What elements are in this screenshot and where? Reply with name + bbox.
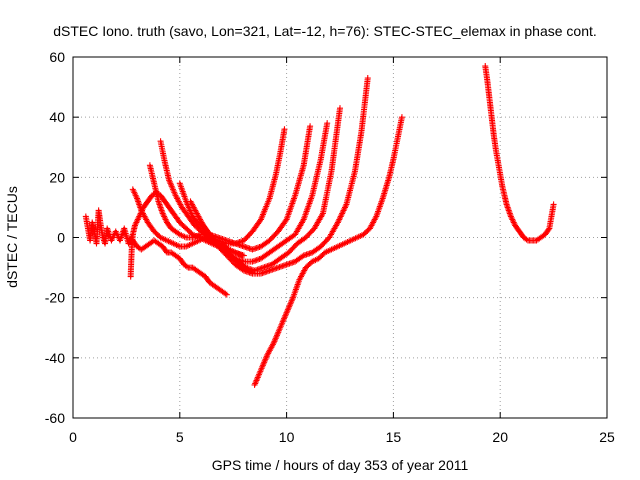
series bbox=[146, 126, 288, 247]
x-tick-label: 10 bbox=[279, 429, 295, 445]
data-point bbox=[523, 236, 530, 243]
x-tick-label: 5 bbox=[176, 429, 184, 445]
data-point bbox=[183, 263, 190, 270]
series bbox=[198, 75, 371, 277]
x-axis-label: GPS time / hours of day 353 of year 2011 bbox=[212, 457, 469, 473]
data-point bbox=[224, 245, 231, 252]
y-tick-label: -40 bbox=[45, 350, 65, 366]
axes: 0 5 10 15 20 25 -60 -40 -20 0 20 40 60 bbox=[45, 49, 615, 445]
data-point bbox=[337, 105, 343, 112]
series bbox=[129, 237, 230, 298]
data-point bbox=[240, 252, 247, 259]
x-tick-label: 0 bbox=[69, 429, 77, 445]
data-point bbox=[324, 120, 331, 127]
y-tick-label: 0 bbox=[57, 230, 65, 246]
series bbox=[129, 186, 247, 259]
series bbox=[157, 123, 314, 253]
y-tick-label: 40 bbox=[49, 109, 65, 125]
data-point bbox=[307, 123, 314, 130]
data-point bbox=[364, 75, 371, 82]
data-point bbox=[398, 114, 405, 121]
series bbox=[482, 63, 557, 244]
y-tick-label: 60 bbox=[49, 49, 65, 65]
data-point bbox=[175, 230, 182, 237]
series bbox=[82, 207, 136, 247]
data-point bbox=[281, 126, 288, 133]
chart-title: dSTEC Iono. truth (savo, Lon=321, Lat=-1… bbox=[53, 23, 597, 39]
y-tick-label: 20 bbox=[49, 169, 65, 185]
series bbox=[251, 114, 405, 388]
x-tick-label: 20 bbox=[492, 429, 508, 445]
data-point bbox=[223, 291, 230, 298]
data-point bbox=[545, 226, 552, 233]
y-tick-label: -60 bbox=[45, 410, 65, 426]
data-point bbox=[222, 290, 229, 297]
x-tick-label: 25 bbox=[599, 429, 615, 445]
y-axis-label: dSTEC / TECUs bbox=[4, 186, 20, 288]
x-tick-label: 15 bbox=[386, 429, 402, 445]
data-points bbox=[82, 63, 557, 388]
y-tick-label: -20 bbox=[45, 290, 65, 306]
data-point bbox=[550, 201, 557, 208]
